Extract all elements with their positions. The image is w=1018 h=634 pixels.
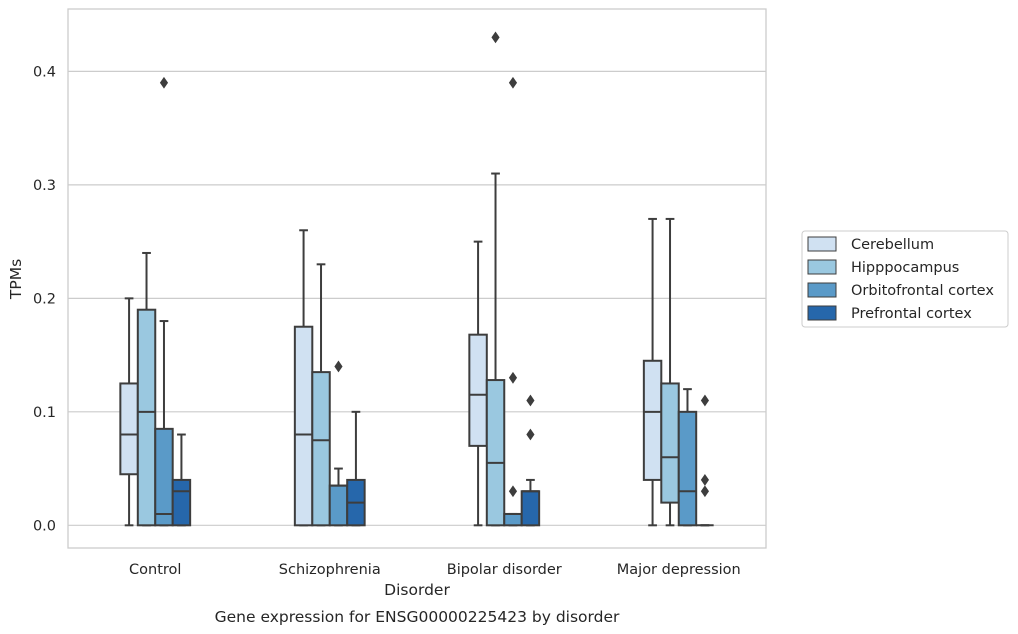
legend-swatch	[807, 259, 837, 275]
outlier-point	[526, 394, 535, 407]
x-tick-label: Major depression	[617, 562, 741, 578]
box-group	[468, 240, 488, 527]
legend-label: Prefrontal cortex	[851, 306, 972, 322]
outlier-point	[508, 76, 518, 89]
box-rect	[520, 490, 541, 527]
y-tick-label: 0.3	[33, 178, 56, 194]
y-tick-label: 0.0	[33, 518, 56, 534]
outlier-point	[700, 485, 710, 498]
legend-label: Cerebellum	[851, 237, 934, 253]
outlier-point	[491, 31, 500, 44]
box-rect	[677, 410, 698, 527]
outlier-point	[508, 371, 518, 384]
y-tick-label: 0.4	[33, 64, 56, 80]
outlier-point	[700, 394, 710, 407]
legend-swatch	[807, 282, 837, 298]
x-axis-ticks: Control Schizophrenia Bipolar disorder Majo…	[129, 562, 741, 578]
y-axis-label: TPMs	[7, 259, 25, 300]
box-rect	[468, 333, 488, 447]
chart-caption: Gene expression for ENSG00000225423 by d…	[215, 608, 620, 626]
outlier-point	[334, 360, 343, 373]
box-group	[136, 251, 157, 527]
plot-frame	[67, 8, 767, 549]
legend: Cerebellum Hipppocampus Orbitofrontal cort…	[801, 230, 1009, 328]
y-tick-label: 0.2	[33, 291, 56, 307]
box-rect	[642, 359, 663, 481]
box-group	[642, 217, 663, 527]
box-group	[677, 388, 698, 527]
box-group	[503, 76, 523, 527]
outlier-point	[508, 485, 518, 498]
box-group	[696, 394, 714, 527]
box-group	[119, 297, 139, 527]
box-rect	[503, 512, 523, 527]
box-group	[154, 76, 174, 527]
plot-area	[119, 31, 714, 527]
box-group	[311, 263, 331, 527]
x-axis-label: Disorder	[384, 581, 450, 599]
legend-swatch	[807, 305, 837, 321]
outlier-point	[526, 428, 535, 441]
outlier-point	[159, 76, 169, 89]
y-tick-label: 0.1	[33, 405, 56, 421]
box-group	[485, 31, 506, 527]
y-axis-ticks: 0.0 0.1 0.2 0.3 0.4	[33, 64, 56, 534]
legend-label: Orbitofrontal cortex	[851, 283, 994, 299]
box-rect	[485, 379, 506, 527]
box-rect	[660, 382, 680, 504]
box-group	[520, 394, 541, 527]
box-group	[328, 360, 349, 527]
outlier-point	[700, 474, 710, 486]
box-group	[171, 433, 192, 527]
box-group	[293, 229, 314, 527]
box-rect	[311, 371, 331, 527]
x-tick-label: Bipolar disorder	[447, 562, 562, 578]
x-tick-label: Control	[129, 562, 181, 578]
legend-swatch	[807, 236, 837, 252]
box-rect	[293, 325, 314, 527]
x-tick-label: Schizophrenia	[279, 562, 381, 578]
box-rect	[154, 427, 174, 527]
box-group	[346, 410, 366, 527]
legend-frame	[801, 230, 1009, 328]
box-rect	[119, 382, 139, 476]
box-rect	[328, 484, 349, 527]
box-rect	[136, 308, 157, 527]
box-rect	[171, 478, 192, 527]
legend-label: Hipppocampus	[851, 260, 959, 276]
box-group	[660, 217, 680, 527]
